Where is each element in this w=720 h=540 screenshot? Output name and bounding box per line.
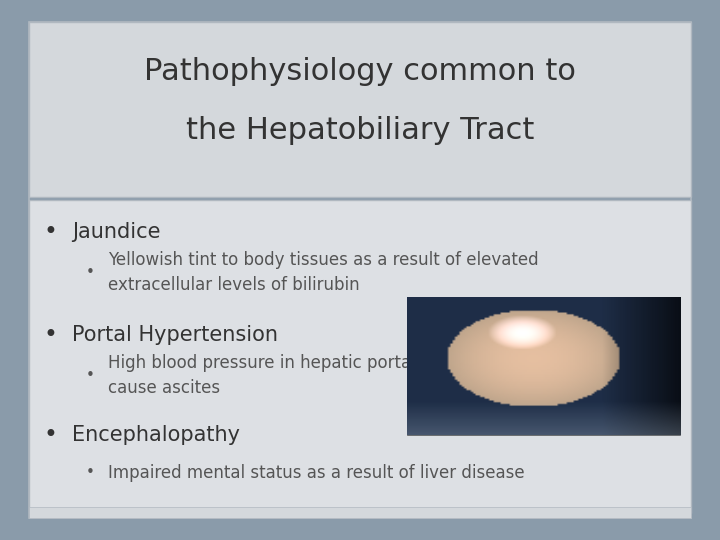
Text: Portal Hypertension: Portal Hypertension: [72, 325, 278, 345]
FancyBboxPatch shape: [29, 200, 691, 513]
FancyBboxPatch shape: [29, 22, 691, 518]
Text: the Hepatobiliary Tract: the Hepatobiliary Tract: [186, 117, 534, 145]
Text: •: •: [43, 423, 58, 447]
FancyBboxPatch shape: [29, 507, 691, 518]
Text: •: •: [86, 265, 94, 280]
Text: High blood pressure in hepatic portal vein which can
cause ascites: High blood pressure in hepatic portal ve…: [108, 354, 545, 397]
Text: Encephalopathy: Encephalopathy: [72, 424, 240, 445]
Text: •: •: [86, 465, 94, 480]
Text: •: •: [43, 323, 58, 347]
Text: Impaired mental status as a result of liver disease: Impaired mental status as a result of li…: [108, 463, 525, 482]
Text: •: •: [43, 220, 58, 244]
FancyBboxPatch shape: [407, 297, 680, 435]
Text: Jaundice: Jaundice: [72, 222, 161, 242]
Text: •: •: [86, 368, 94, 383]
Text: Pathophysiology common to: Pathophysiology common to: [144, 57, 576, 86]
FancyBboxPatch shape: [29, 22, 691, 197]
Text: Yellowish tint to body tissues as a result of elevated
extracellular levels of b: Yellowish tint to body tissues as a resu…: [108, 251, 539, 294]
